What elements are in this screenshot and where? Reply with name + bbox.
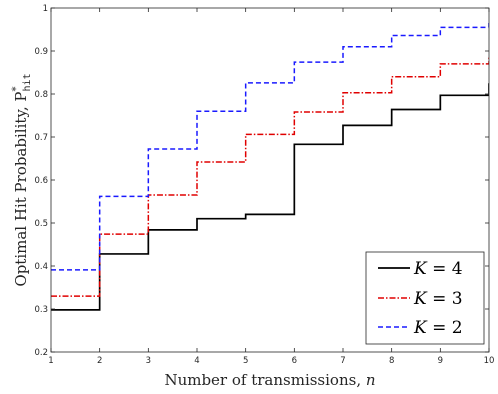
- legend-label-k2: K = 2: [413, 318, 463, 338]
- series-layer: [51, 23, 489, 311]
- x-tick-label: 3: [146, 356, 151, 366]
- x-tick-label: 4: [194, 356, 199, 366]
- y-axis-label: Optimal Hit Probability, P*hit: [11, 73, 33, 286]
- legend-label-k4: K = 4: [413, 259, 463, 279]
- series-line-k4: [51, 83, 489, 311]
- y-tick-label: 0.3: [34, 305, 48, 315]
- x-tick-label: 6: [292, 356, 297, 366]
- series-line-k3: [51, 56, 489, 297]
- y-tick-label: 0.4: [34, 262, 48, 272]
- y-tick-label: 0.9: [34, 47, 48, 57]
- y-tick-label: 0.7: [34, 133, 48, 143]
- x-tick-label: 5: [243, 356, 248, 366]
- x-axis-label: Number of transmissions, n: [164, 371, 375, 389]
- y-tick-label: 0.2: [34, 348, 48, 358]
- x-tick-label: 7: [340, 356, 345, 366]
- legend: K = 4 K = 3 K = 2: [365, 251, 485, 345]
- ticks-layer: 1 2 3 4 5 6 7 8 9 10 0.2 0.3 0.4 0.5 0.6 0.7 0.8 0.9 1: [34, 4, 494, 366]
- x-tick-label: 8: [389, 356, 394, 366]
- y-tick-label: 0.8: [34, 90, 48, 100]
- x-tick-label: 9: [438, 356, 443, 366]
- series-line-k2: [51, 23, 489, 271]
- legend-label-k3: K = 3: [413, 289, 463, 309]
- y-tick-label: 0.5: [34, 219, 48, 229]
- y-tick-label: 0.6: [34, 176, 48, 186]
- x-tick-label: 2: [97, 356, 102, 366]
- x-tick-label: 10: [484, 356, 495, 366]
- y-tick-label: 1: [43, 4, 48, 14]
- x-tick-label: 1: [48, 356, 53, 366]
